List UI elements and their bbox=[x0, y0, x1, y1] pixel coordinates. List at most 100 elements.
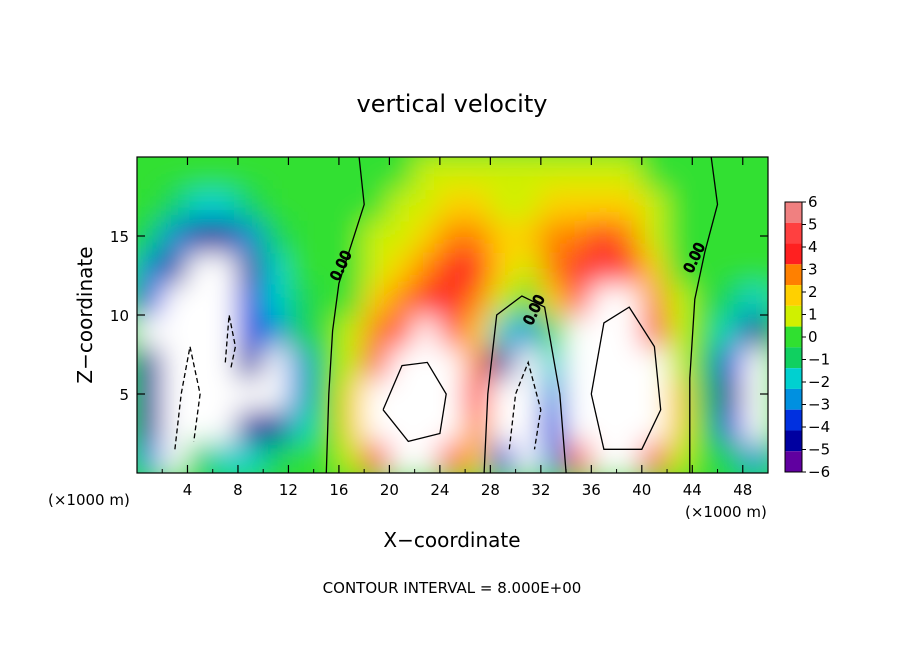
heatmap-cell bbox=[388, 250, 416, 285]
heatmap-cell bbox=[211, 250, 239, 285]
heatmap-cell bbox=[161, 377, 189, 411]
heatmap-cell bbox=[413, 408, 441, 443]
colorbar-swatch bbox=[785, 264, 802, 286]
contour-line bbox=[174, 346, 201, 450]
heatmap-cell bbox=[236, 187, 265, 222]
heatmap-cell bbox=[236, 345, 265, 380]
contour-line bbox=[508, 360, 542, 450]
heatmap-cell bbox=[413, 219, 441, 253]
heatmap-cell bbox=[211, 157, 239, 190]
heatmap-cell bbox=[186, 250, 214, 285]
heatmap-cell bbox=[137, 250, 164, 285]
heatmap-cell bbox=[615, 157, 643, 190]
heatmap-cell bbox=[666, 377, 694, 411]
heatmap-cell bbox=[438, 345, 467, 380]
heatmap-cell bbox=[363, 282, 391, 316]
heatmap-cell bbox=[666, 314, 694, 348]
heatmap-cell bbox=[337, 314, 366, 348]
heatmap-cell bbox=[716, 377, 744, 411]
heatmap-cell bbox=[363, 250, 391, 285]
y-axis-ticks: 5 10 15 bbox=[110, 228, 768, 404]
heatmap-cell bbox=[539, 440, 568, 473]
heatmap-cell bbox=[287, 377, 315, 411]
heatmap-cell bbox=[640, 282, 669, 316]
heatmap-cell bbox=[287, 345, 315, 380]
heatmap-cell bbox=[615, 219, 643, 253]
heatmap-cell bbox=[186, 282, 214, 316]
heatmap-cell bbox=[388, 219, 416, 253]
heatmap-cell bbox=[211, 440, 239, 473]
heatmap-cell bbox=[161, 157, 189, 190]
heatmap-cell bbox=[741, 408, 768, 443]
heatmap-cell bbox=[640, 440, 669, 473]
heatmap-cell bbox=[741, 282, 768, 316]
heatmap-cell bbox=[363, 157, 391, 190]
heatmap-cell bbox=[716, 408, 744, 443]
heatmap-cell bbox=[186, 314, 214, 348]
heatmap-cell bbox=[716, 157, 744, 190]
heatmap-cell bbox=[186, 440, 214, 473]
heatmap-cell bbox=[161, 345, 189, 380]
heatmap-cell bbox=[464, 440, 492, 473]
heatmap-cell bbox=[388, 314, 416, 348]
heatmap-cell bbox=[565, 250, 593, 285]
x-tick-label: 44 bbox=[683, 481, 702, 499]
heatmap-cell bbox=[615, 377, 643, 411]
contour-line bbox=[325, 157, 365, 473]
heatmap-cell bbox=[312, 345, 340, 380]
heatmap-cell bbox=[590, 250, 618, 285]
heatmap-cell bbox=[236, 440, 265, 473]
heatmap-cell bbox=[691, 377, 719, 411]
heatmap-cell bbox=[438, 157, 467, 190]
heatmap-cell bbox=[211, 282, 239, 316]
heatmap-cell bbox=[363, 345, 391, 380]
heatmap-cell bbox=[137, 314, 164, 348]
heatmap-cell bbox=[161, 187, 189, 222]
heatmap-cell bbox=[137, 157, 164, 190]
heatmap-cell bbox=[514, 219, 542, 253]
x-tick-label: 48 bbox=[733, 481, 752, 499]
contour-line bbox=[689, 157, 719, 473]
heatmap-cell bbox=[716, 314, 744, 348]
colorbar-label: 5 bbox=[808, 216, 818, 234]
heatmap-cell bbox=[514, 377, 542, 411]
heatmap-cell bbox=[464, 187, 492, 222]
heatmap-cell bbox=[590, 408, 618, 443]
heatmap-cell bbox=[337, 440, 366, 473]
heatmap-cell bbox=[565, 187, 593, 222]
heatmap-cell bbox=[489, 157, 517, 190]
heatmap-cell bbox=[287, 314, 315, 348]
heatmap-cell bbox=[489, 219, 517, 253]
heatmap-cell bbox=[741, 440, 768, 473]
heatmap-cell bbox=[741, 250, 768, 285]
heatmap-cell bbox=[716, 250, 744, 285]
heatmap-cell bbox=[363, 187, 391, 222]
heatmap-cell bbox=[363, 408, 391, 443]
heatmap-cell bbox=[590, 157, 618, 190]
heatmap-cell bbox=[615, 187, 643, 222]
heatmap-cell bbox=[161, 282, 189, 316]
heatmap-cell bbox=[464, 157, 492, 190]
heatmap-cell bbox=[236, 314, 265, 348]
heatmap-cell bbox=[565, 282, 593, 316]
heatmap-cell bbox=[413, 377, 441, 411]
x-tick-label: 12 bbox=[279, 481, 298, 499]
heatmap-cell bbox=[615, 345, 643, 380]
heatmap-cell bbox=[337, 345, 366, 380]
heatmap-cell bbox=[565, 408, 593, 443]
colorbar-label: 2 bbox=[808, 283, 818, 301]
heatmap-cell bbox=[161, 314, 189, 348]
colorbar-label: −4 bbox=[808, 418, 830, 436]
colorbar-swatch bbox=[785, 305, 802, 327]
heatmap-cell bbox=[137, 408, 164, 443]
heatmap-cell bbox=[363, 377, 391, 411]
heatmap-cell bbox=[312, 377, 340, 411]
heatmap-cell bbox=[565, 440, 593, 473]
heatmap-cell bbox=[211, 219, 239, 253]
heatmap-cell bbox=[489, 250, 517, 285]
heatmap-cell bbox=[565, 157, 593, 190]
heatmap-cell bbox=[363, 219, 391, 253]
heatmap-cell bbox=[262, 377, 290, 411]
heatmap-cell bbox=[489, 187, 517, 222]
colorbar-swatch bbox=[785, 451, 802, 472]
